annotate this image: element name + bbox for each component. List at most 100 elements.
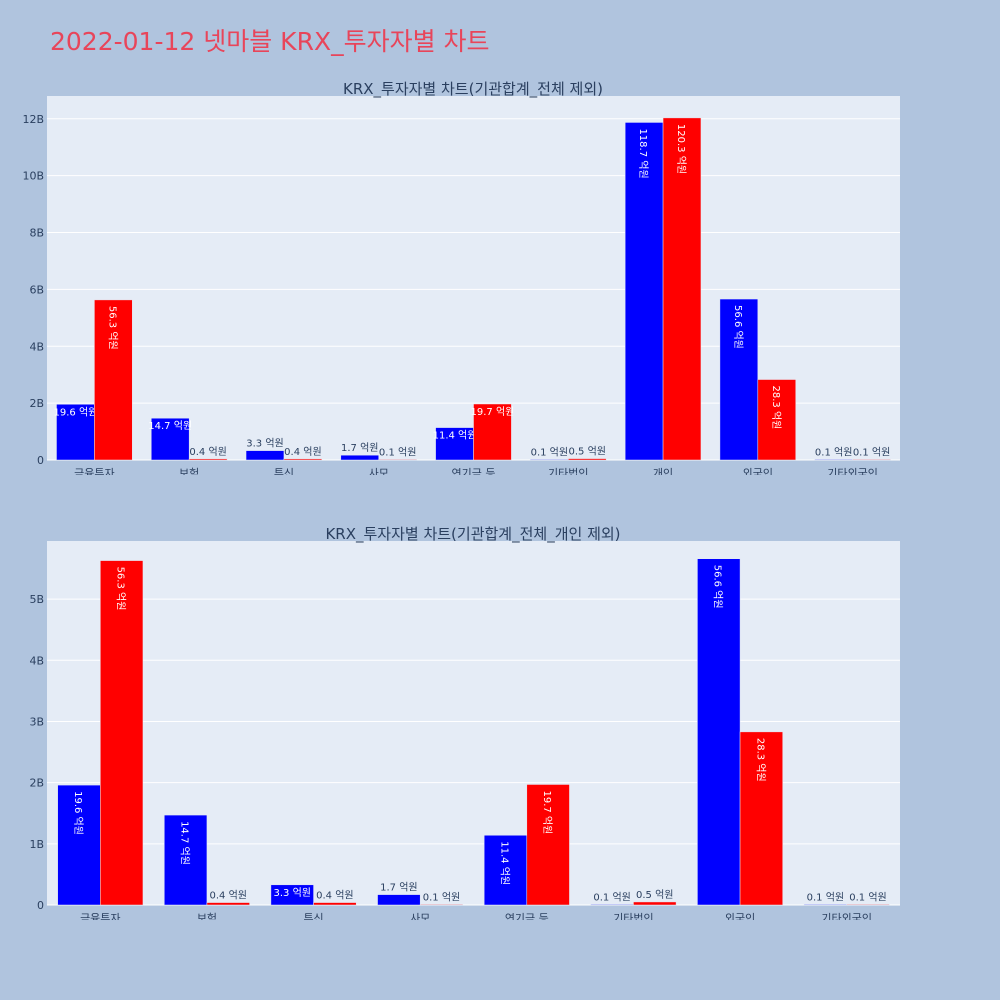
bar [633,901,677,906]
bar-value-label: 0.1 억원 [593,891,630,903]
bar-value-label: 0.1 억원 [807,891,844,903]
bar [245,450,285,461]
y-tick-label: 4B [29,654,44,667]
bar [803,904,847,906]
bar [206,902,250,906]
bar [739,731,783,906]
bar-value-label: 0.4 억원 [284,446,321,458]
bar-value-label: 56.6 억원 [732,305,744,349]
x-tick-label: 기타법인 [548,467,588,475]
x-tick-label: 투신 [303,912,323,920]
bar [151,417,190,461]
bar [378,459,417,461]
bar-value-label: 0.1 억원 [815,446,852,458]
bar-value-label: 1.7 억원 [380,882,417,894]
bar-value-label: 0.5 억원 [568,446,605,458]
bar [340,454,379,461]
bar [852,459,891,461]
bar [757,379,796,461]
y-tick-label: 6B [29,283,44,296]
y-tick-label: 10B [22,170,44,183]
y-tick-label: 1B [29,838,44,851]
bar [526,784,570,906]
x-tick-label: 외국인 [725,912,755,920]
x-tick-label: 기타외국인 [821,912,872,920]
x-tick-label: 외국인 [743,467,773,475]
bar-value-label: 0.4 억원 [189,446,226,458]
bar [435,427,474,461]
bar-value-label: 19.6 억원 [72,791,84,835]
x-tick-label: 투신 [274,467,294,475]
bar [590,904,634,906]
bar-value-label: 56.3 억원 [115,567,127,611]
x-tick-label: 기타외국인 [827,467,878,475]
page-title: 2022-01-12 넷마블 KRX_투자자별 차트 [50,27,490,56]
bar [568,458,607,461]
bar [483,835,528,906]
bar-value-label: 0.5 억원 [636,889,673,901]
y-tick-label: 3B [29,715,44,728]
bar [419,904,464,906]
chart-title: KRX_투자자별 차트(기관합계_전체 제외) [343,80,603,99]
bar [697,558,741,906]
bar-value-label: 118.7 억원 [637,128,649,178]
chart-investor-excl-individual: KRX_투자자별 차트(기관합계_전체_개인 제외) 0 1B 2B 3B 4B 5B 금융투… [29,525,900,920]
bar [57,784,101,906]
bar-value-label: 0.4 억원 [316,890,353,902]
x-tick-label: 연기금 등 [452,467,496,475]
bar-value-label: 28.3 억원 [770,386,782,430]
y-tick-label: 0 [37,899,44,912]
bar-value-label: 0.1 억원 [849,891,886,903]
x-tick-label: 보험 [197,912,217,920]
y-tick-label: 2B [29,397,44,410]
bar [530,459,569,461]
x-tick-label: 개인 [653,467,673,475]
bar [624,122,664,461]
bar [662,117,702,461]
bar-value-label: 3.3 억원 [273,887,310,899]
bar-value-label: 3.3 억원 [246,438,283,450]
chart-title: KRX_투자자별 차트(기관합계_전체_개인 제외) [325,525,620,544]
y-tick-label: 2B [29,777,44,790]
x-tick-label: 기타법인 [613,912,653,920]
bar [100,560,144,906]
bar [377,894,421,906]
bar [283,458,323,461]
x-tick-label: 보험 [179,467,199,475]
y-tick-label: 5B [29,593,44,606]
bar-value-label: 0.1 억원 [379,446,416,458]
bar [313,902,357,906]
x-tick-label: 금융투자 [80,912,120,920]
y-tick-label: 12B [22,113,44,126]
bar-value-label: 56.6 억원 [712,565,724,609]
y-tick-label: 4B [29,340,44,353]
y-tick-label: 0 [37,454,44,467]
bar-value-label: 11.4 억원 [498,841,510,885]
bar-value-label: 0.1 억원 [423,891,460,903]
bar-value-label: 120.3 억원 [675,124,687,174]
x-tick-label: 금융투자 [74,467,114,475]
bar [270,884,314,906]
bar-value-label: 14.7 억원 [148,420,192,432]
bar [719,298,759,461]
bar-value-label: 56.3 억원 [106,306,118,350]
bar-value-label: 19.7 억원 [471,406,515,418]
bar-value-label: 19.6 억원 [54,406,98,418]
chart-investor-all: KRX_투자자별 차트(기관합계_전체 제외) 0 2B 4B 6B 8B 10B 12B 금융… [22,80,900,475]
bar-value-label: 28.3 억원 [754,738,766,782]
bar-value-label: 14.7 억원 [179,821,191,865]
bar-value-label: 0.1 억원 [853,446,890,458]
bar [164,814,208,906]
bar-value-label: 0.1 억원 [531,446,568,458]
bar-value-label: 19.7 억원 [541,790,553,834]
bar [846,904,890,906]
bar-value-label: 11.4 억원 [433,430,477,442]
y-tick-label: 8B [29,227,44,240]
x-tick-label: 사모 [410,912,430,920]
bar [94,299,133,461]
x-tick-label: 사모 [369,467,389,475]
x-tick-label: 연기금 등 [505,912,549,920]
bar-value-label: 1.7 억원 [341,442,378,454]
bar-value-label: 0.4 억원 [210,890,247,902]
bar [473,403,512,461]
